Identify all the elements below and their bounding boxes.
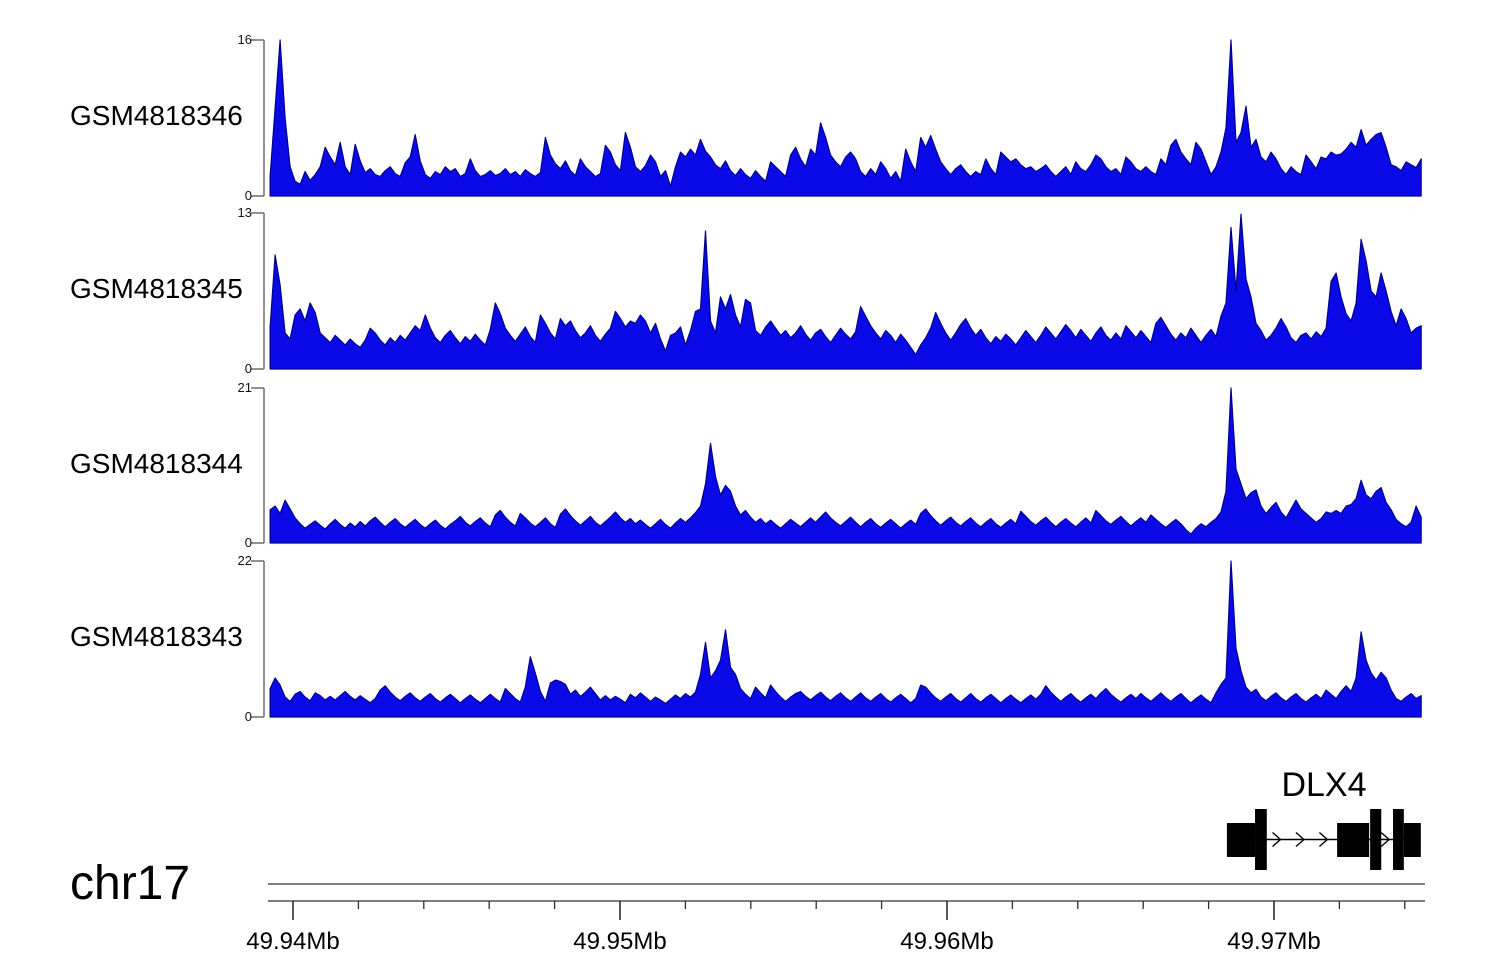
strand-arrow-icon <box>1295 831 1306 848</box>
axis-tick-label-4: 49.97Mb <box>1227 928 1321 955</box>
strand-arrow-icon <box>1272 831 1282 848</box>
gene-exon-utr-1 <box>1226 823 1256 857</box>
yaxis-min-track4: 0 <box>244 709 252 724</box>
axis-tick-label-3: 49.96Mb <box>900 928 994 955</box>
chromosome-label: chr17 <box>70 857 191 910</box>
coverage-area-GSM4818346 <box>269 39 1422 197</box>
axis-tick-label-2: 49.95Mb <box>573 928 667 955</box>
gene-exon-utr-3 <box>1337 823 1370 857</box>
strand-arrow-icon <box>1318 831 1329 848</box>
track-label-4: GSM4818343 <box>70 621 243 652</box>
yaxis-min-track1: 0 <box>244 188 252 203</box>
coverage-area-GSM4818343 <box>269 560 1422 718</box>
coverage-area-GSM4818345 <box>269 213 1422 370</box>
yaxis-min-track3: 0 <box>244 535 252 550</box>
yaxis-max-track3: 21 <box>237 380 252 395</box>
track-label-1: GSM4818346 <box>70 100 243 131</box>
gene-exon-cds-5 <box>1393 809 1404 870</box>
gene-exon-utr-6 <box>1403 823 1421 857</box>
yaxis-max-track1: 16 <box>237 32 252 47</box>
track-label-2: GSM4818345 <box>70 273 243 304</box>
gene-exon-cds-4 <box>1370 809 1382 870</box>
axis-tick-label-1: 49.94Mb <box>246 928 340 955</box>
coverage-area-GSM4818344 <box>269 387 1422 544</box>
gene-name-label: DLX4 <box>1281 766 1367 804</box>
track-label-3: GSM4818344 <box>70 448 243 479</box>
strand-arrow-icon <box>1380 831 1391 848</box>
yaxis-max-track2: 13 <box>237 205 252 220</box>
gene-exon-cds-2 <box>1255 809 1267 870</box>
yaxis-min-track2: 0 <box>244 361 252 376</box>
yaxis-max-track4: 22 <box>237 553 252 568</box>
